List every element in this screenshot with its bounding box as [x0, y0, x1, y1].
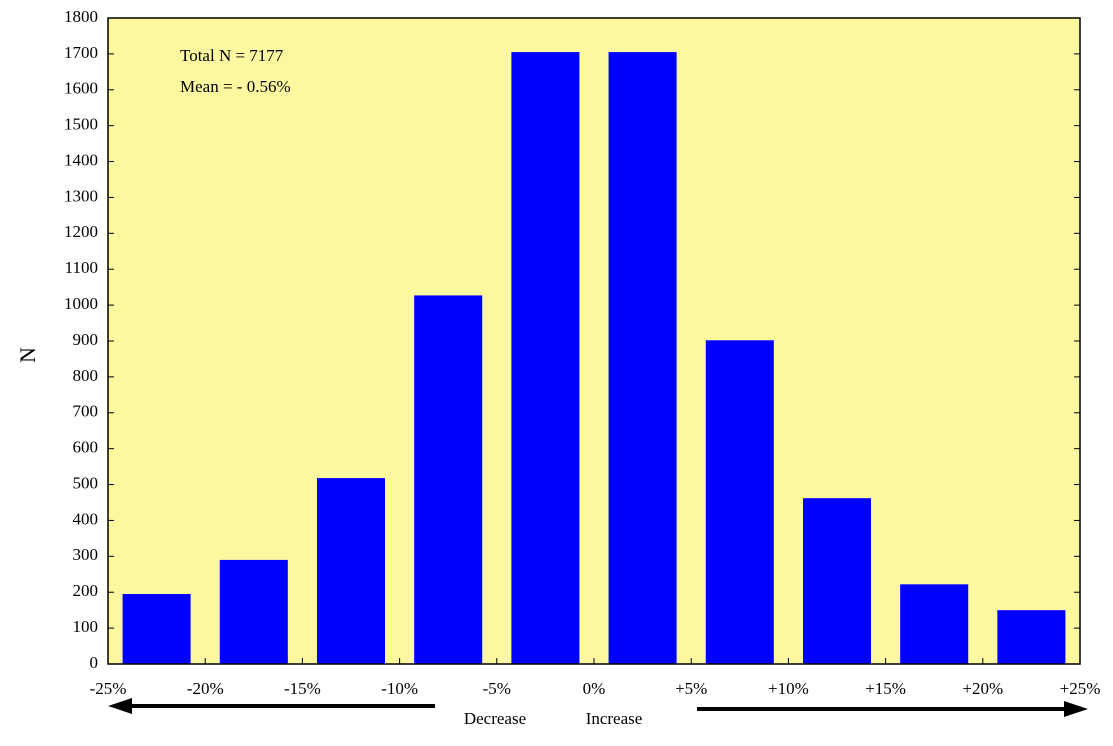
- annotation: Mean = - 0.56%: [180, 77, 291, 96]
- x-tick-label: 0%: [583, 679, 606, 698]
- y-tick-label: 1200: [64, 222, 98, 241]
- x-tick-label: +15%: [865, 679, 906, 698]
- x-tick-label: +25%: [1060, 679, 1101, 698]
- annotation: Total N = 7177: [180, 46, 284, 65]
- bar: [414, 295, 483, 664]
- bar: [705, 340, 774, 664]
- y-tick-label: 300: [73, 545, 99, 564]
- y-tick-label: 500: [73, 473, 99, 492]
- y-tick-label: 1300: [64, 186, 98, 205]
- y-tick-label: 200: [73, 581, 99, 600]
- bar: [997, 610, 1066, 664]
- y-tick-label: 1700: [64, 43, 98, 62]
- y-tick-label: 400: [73, 509, 99, 528]
- plot-border: [107, 17, 1081, 665]
- x-tick-label: +10%: [768, 679, 809, 698]
- y-tick-label: 100: [73, 617, 99, 636]
- direction-label: Decrease: [464, 709, 526, 728]
- bar: [802, 498, 872, 664]
- x-tick-label: -25%: [90, 679, 127, 698]
- bar: [900, 584, 969, 664]
- plot-area: [108, 18, 1080, 664]
- y-tick-label: 1500: [64, 115, 98, 134]
- x-tick-label: -10%: [381, 679, 418, 698]
- y-tick-label: 1100: [65, 258, 98, 277]
- y-tick-label: 900: [73, 330, 99, 349]
- bar: [511, 52, 580, 665]
- bar: [608, 52, 677, 665]
- y-tick-label: 1600: [64, 79, 98, 98]
- direction-label: Increase: [586, 709, 643, 728]
- y-tick-label: 0: [90, 653, 99, 672]
- arrow: [108, 698, 435, 714]
- y-tick-label: 600: [73, 438, 99, 457]
- x-tick-label: +20%: [962, 679, 1003, 698]
- x-tick-label: -5%: [483, 679, 511, 698]
- y-tick-label: 1400: [64, 150, 98, 169]
- y-tick-label: 1000: [64, 294, 98, 313]
- arrow: [697, 701, 1088, 717]
- x-tick-label: -20%: [187, 679, 224, 698]
- x-tick-label: +5%: [675, 679, 707, 698]
- y-tick-label: 1800: [64, 7, 98, 26]
- y-axis-label: N: [15, 347, 40, 363]
- x-tick-label: -15%: [284, 679, 321, 698]
- bar: [316, 478, 386, 664]
- y-tick-label: 700: [73, 402, 99, 421]
- bar: [219, 559, 288, 664]
- y-tick-label: 800: [73, 366, 99, 385]
- bar: [122, 594, 191, 664]
